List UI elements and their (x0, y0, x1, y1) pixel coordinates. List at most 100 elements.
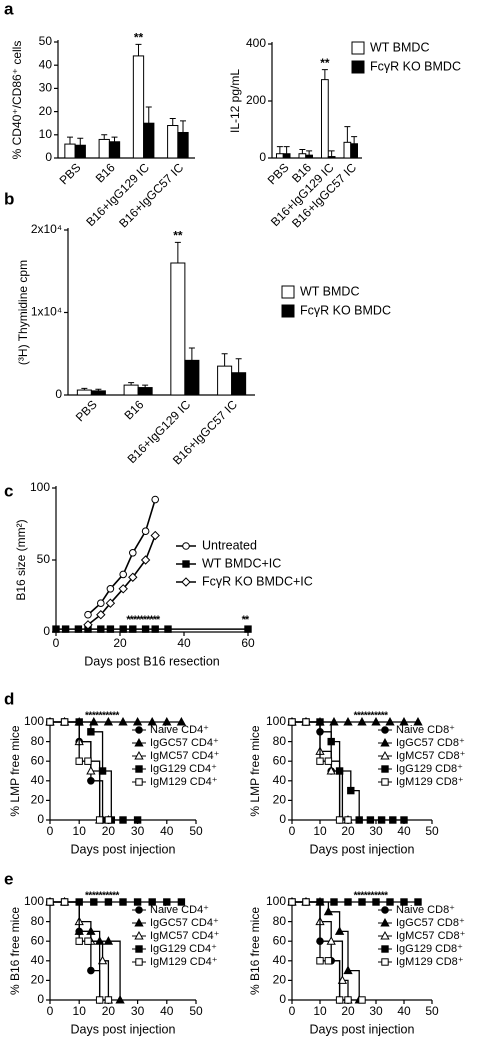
marker (316, 757, 324, 765)
y-tick-label: 40 (31, 953, 45, 967)
y-tick-label: 0 (55, 387, 62, 401)
marker (337, 975, 348, 984)
y-tick-label: 100 (266, 714, 286, 728)
marker (83, 620, 93, 630)
x-tick-label: 10 (313, 824, 327, 838)
marker (343, 716, 353, 726)
x-tick-label: 10 (73, 824, 87, 838)
y-tick-label: 50 (37, 552, 51, 566)
marker (141, 625, 150, 633)
marker (148, 898, 156, 906)
marker (150, 530, 160, 541)
marker (380, 930, 390, 940)
bar (98, 138, 110, 159)
x-tick-label: 0 (47, 824, 54, 838)
x-tick-label: 40 (160, 1004, 174, 1018)
legend-swatch (351, 41, 365, 55)
y-axis-label: IL-12 pg/mL (228, 69, 242, 133)
x-tick-label: B16 (121, 397, 146, 422)
x-tick-label: 30 (369, 1004, 383, 1018)
x-tick-label: 40 (160, 824, 174, 838)
error-bar (351, 136, 358, 144)
marker (329, 716, 339, 726)
error-bar (188, 347, 195, 361)
marker (134, 917, 144, 927)
significance: ** (242, 614, 250, 626)
y-tick-label: 0 (37, 812, 44, 826)
legend-label: IgM129 CD4⁺ (150, 776, 218, 788)
marker (335, 996, 344, 1004)
marker (344, 996, 352, 1004)
x-tick-label: 10 (73, 1004, 87, 1018)
error-bar (180, 120, 187, 133)
x-tick-label: 0 (289, 824, 296, 838)
legend-label: IgMC57 CD4⁺ (150, 750, 220, 762)
marker (343, 965, 353, 975)
marker (75, 937, 83, 945)
x-tick-label: PBS (73, 397, 100, 424)
legend-label: IgMC57 CD8⁺ (396, 930, 466, 942)
y-tick-label: 80 (31, 734, 45, 748)
y-tick-label: 0 (259, 150, 266, 164)
legend-label: Naive CD4⁺ (150, 724, 209, 736)
marker (60, 718, 69, 726)
marker (381, 906, 389, 914)
legend-label: FcγR KO BMDC (300, 303, 391, 317)
significance: ********** (85, 891, 120, 902)
marker (358, 996, 366, 1004)
marker (97, 625, 105, 633)
y-tick-label: 0 (43, 624, 50, 638)
marker (134, 737, 144, 747)
x-tick-label: PBS (265, 160, 292, 187)
y-tick-label: 200 (246, 93, 266, 107)
marker (104, 898, 113, 906)
series-line (87, 535, 156, 626)
marker (103, 936, 114, 945)
y-tick-label: 40 (273, 773, 287, 787)
error-bar (77, 137, 84, 146)
error-bar (66, 136, 73, 145)
legend-swatch (281, 304, 295, 318)
marker (371, 716, 381, 726)
y-tick-label: 0 (279, 992, 286, 1006)
legend-label: IgGC57 CD4⁺ (150, 737, 219, 749)
marker (104, 996, 113, 1004)
bar (184, 359, 200, 396)
marker (119, 816, 127, 824)
x-axis-label: Days post injection (310, 1022, 415, 1036)
error-bar (283, 146, 290, 154)
marker (355, 816, 363, 824)
y-tick-label: 20 (39, 104, 53, 118)
x-tick-label: 40 (397, 1004, 411, 1018)
marker (377, 816, 386, 824)
marker (95, 816, 104, 824)
marker (133, 816, 142, 824)
x-tick-label: 50 (425, 824, 439, 838)
marker (115, 994, 125, 1004)
error-bar (328, 150, 335, 157)
x-axis-label: Days post injection (310, 842, 415, 856)
marker (119, 570, 127, 579)
marker (46, 718, 54, 726)
legend-label: IgM129 CD4⁺ (150, 956, 218, 968)
marker (177, 898, 186, 906)
y-tick-label: 60 (273, 753, 287, 767)
survival-curve (292, 901, 360, 1000)
significance: ********** (354, 891, 389, 902)
x-tick-label: 10 (313, 1004, 327, 1018)
y-tick-label: 0 (37, 992, 44, 1006)
error-bar (135, 43, 142, 56)
bar (305, 154, 313, 159)
y-tick-label: 80 (31, 914, 45, 928)
marker (381, 726, 389, 734)
marker (372, 898, 380, 906)
marker (75, 757, 83, 765)
marker (380, 737, 390, 747)
bar (143, 122, 155, 159)
x-tick-label: 40 (177, 636, 191, 650)
error-bar (128, 382, 135, 386)
x-axis-label: Days post injection (71, 1022, 176, 1036)
y-tick-label: 100 (30, 480, 50, 494)
marker (344, 816, 352, 824)
